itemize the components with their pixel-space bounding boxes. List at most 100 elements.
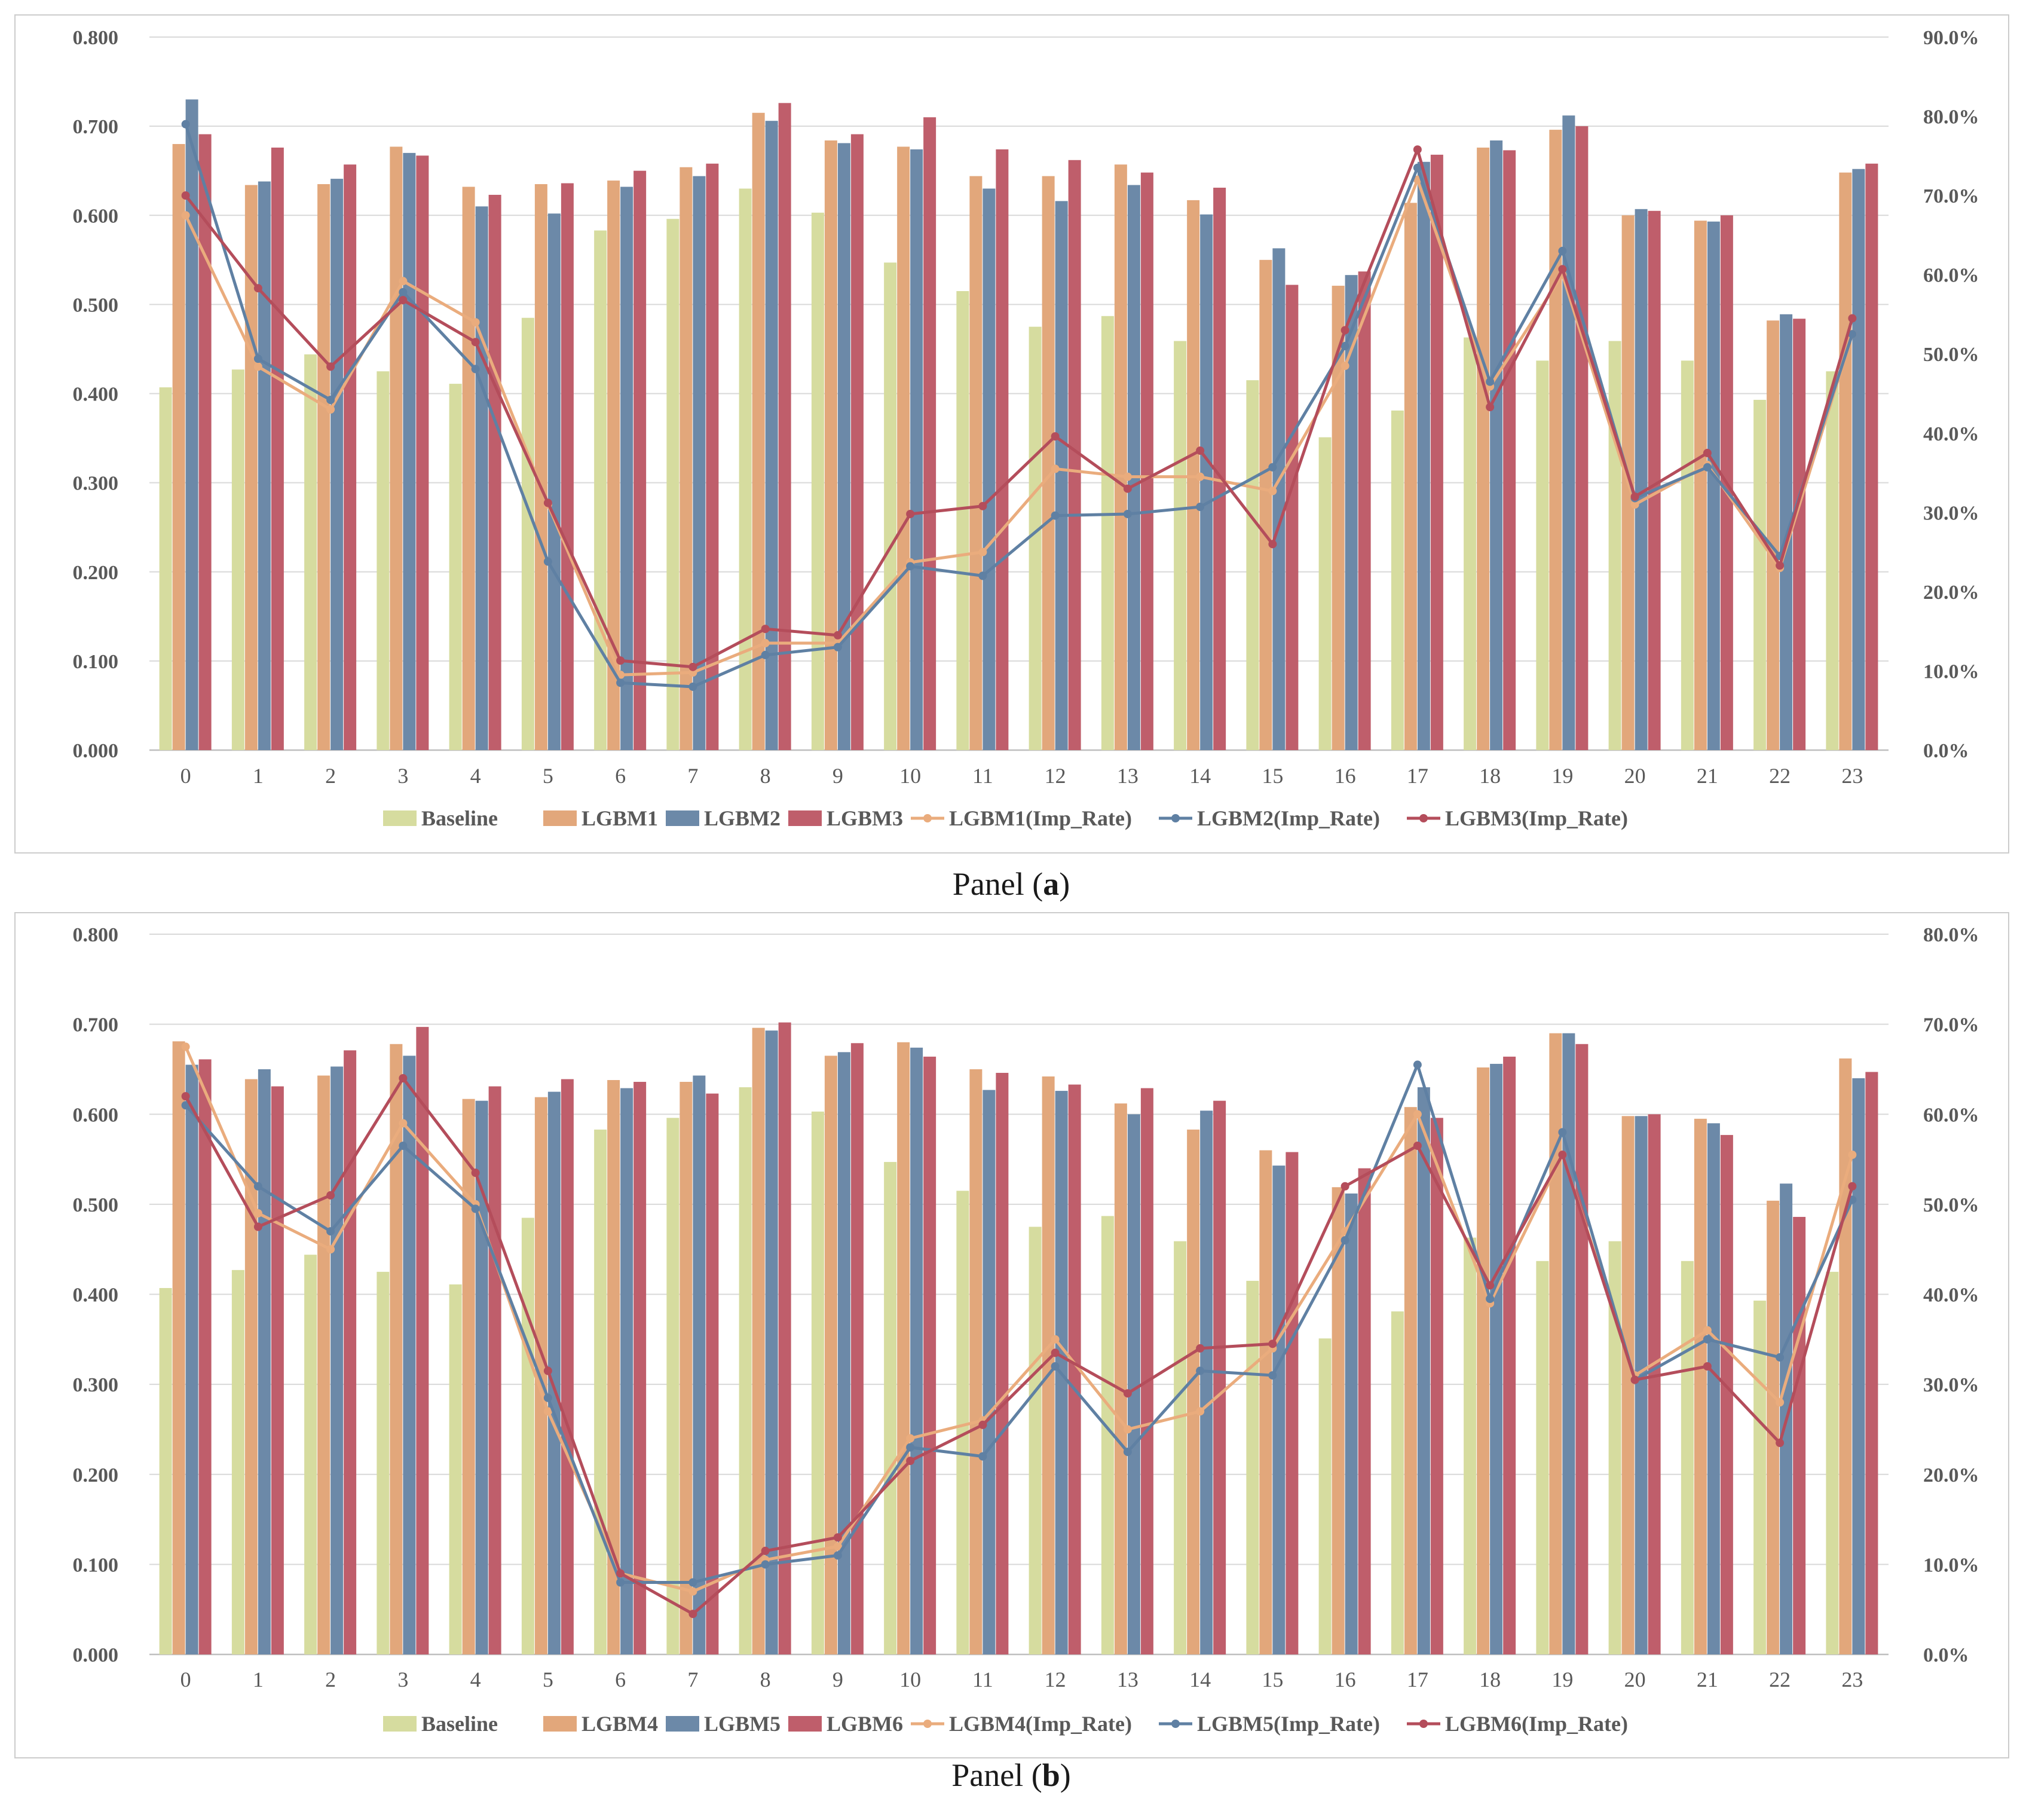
y-right-tick-label: 20.0%: [1923, 582, 1979, 604]
point-lgbm6imp_rate-12: [1051, 1348, 1060, 1357]
bar-lgbm3-9: [850, 134, 864, 750]
point-lgbm6imp_rate-4: [471, 1169, 480, 1177]
bar-lgbm5-3: [403, 1056, 416, 1654]
bar-baseline-19: [1536, 1261, 1549, 1654]
legend-item: LGBM1: [543, 806, 658, 830]
bar-lgbm6-7: [706, 1093, 719, 1654]
point-lgbm3imp_rate-23: [1848, 314, 1857, 323]
point-lgbm3imp_rate-6: [616, 656, 625, 665]
bar-lgbm6-18: [1503, 1056, 1516, 1654]
bar-lgbm5-4: [475, 1100, 488, 1654]
point-lgbm6imp_rate-23: [1848, 1182, 1857, 1191]
point-lgbm6imp_rate-10: [906, 1457, 915, 1466]
bar-lgbm3-0: [198, 134, 212, 750]
bar-lgbm3-6: [633, 170, 647, 750]
point-lgbm5imp_rate-12: [1051, 1362, 1060, 1371]
point-lgbm4imp_rate-0: [181, 1042, 190, 1051]
bar-baseline-2: [304, 354, 317, 750]
bar-baseline-17: [1391, 1311, 1404, 1654]
bar-baseline-7: [666, 1118, 680, 1654]
x-tick-label: 20: [1624, 764, 1646, 788]
point-lgbm1imp_rate-20: [1630, 500, 1639, 509]
legend-swatch: [543, 1716, 577, 1732]
x-tick-label: 8: [760, 764, 771, 788]
y-left-tick-label: 0.800: [73, 27, 119, 49]
point-lgbm4imp_rate-13: [1123, 1425, 1132, 1434]
bar-baseline-8: [739, 1087, 752, 1654]
y-right-tick-label: 60.0%: [1923, 1104, 1979, 1126]
bar-lgbm6-11: [996, 1072, 1009, 1654]
point-lgbm3imp_rate-15: [1268, 540, 1277, 549]
bar-lgbm6-0: [198, 1059, 212, 1654]
bar-lgbm5-19: [1562, 1033, 1575, 1654]
bar-lgbm2-1: [258, 181, 271, 750]
bar-lgbm6-14: [1213, 1100, 1226, 1654]
bar-lgbm4-16: [1332, 1187, 1345, 1654]
legend-label: LGBM5: [704, 1712, 781, 1736]
bar-lgbm6-2: [344, 1050, 357, 1654]
point-lgbm2imp_rate-16: [1340, 341, 1349, 350]
point-lgbm5imp_rate-0: [181, 1101, 190, 1110]
x-tick-label: 9: [833, 764, 843, 788]
bar-lgbm6-20: [1648, 1114, 1661, 1654]
y-left-tick-label: 0.300: [73, 473, 119, 495]
legend-item: LGBM6(Imp_Rate): [1407, 1712, 1628, 1736]
x-tick-label: 14: [1189, 1668, 1211, 1691]
bar-lgbm3-1: [271, 147, 284, 751]
bar-baseline-2: [304, 1255, 317, 1654]
x-tick-label: 16: [1335, 1668, 1356, 1691]
point-lgbm2imp_rate-23: [1848, 330, 1857, 339]
x-tick-label: 20: [1624, 1668, 1646, 1691]
x-tick-label: 15: [1262, 1668, 1283, 1691]
bar-lgbm3-14: [1213, 188, 1226, 750]
bar-lgbm3-19: [1575, 126, 1589, 750]
bar-lgbm6-23: [1865, 1072, 1878, 1654]
legend-item: LGBM5(Imp_Rate): [1159, 1712, 1380, 1736]
x-tick-label: 13: [1117, 1668, 1138, 1691]
bar-baseline-12: [1029, 1226, 1042, 1654]
point-lgbm6imp_rate-14: [1196, 1344, 1205, 1353]
bar-baseline-10: [884, 1162, 897, 1654]
bar-lgbm2-19: [1562, 115, 1575, 751]
bar-lgbm5-8: [765, 1030, 778, 1654]
bar-baseline-14: [1174, 1241, 1187, 1654]
bar-lgbm3-11: [996, 149, 1009, 750]
bar-baseline-3: [377, 1271, 390, 1654]
point-lgbm2imp_rate-11: [978, 571, 987, 580]
x-tick-label: 17: [1407, 764, 1428, 788]
bar-lgbm2-23: [1852, 169, 1865, 751]
point-lgbm3imp_rate-20: [1630, 492, 1639, 501]
x-tick-label: 3: [397, 764, 408, 788]
point-lgbm2imp_rate-10: [906, 562, 915, 571]
bar-lgbm3-4: [488, 194, 501, 750]
y-right-tick-label: 10.0%: [1923, 660, 1979, 683]
bar-lgbm4-23: [1839, 1058, 1852, 1654]
bar-lgbm1-23: [1839, 172, 1852, 750]
bar-baseline-18: [1464, 1237, 1477, 1654]
bar-lgbm1-9: [824, 140, 837, 751]
point-lgbm5imp_rate-18: [1486, 1295, 1495, 1304]
legend-label: LGBM3: [827, 806, 903, 830]
y-left-tick-label: 0.600: [73, 1104, 119, 1126]
point-lgbm3imp_rate-1: [253, 284, 262, 293]
y-right-tick-label: 90.0%: [1923, 27, 1979, 49]
bar-lgbm2-0: [185, 99, 198, 751]
point-lgbm1imp_rate-0: [181, 211, 190, 220]
panel-caption: Panel (a): [953, 866, 1070, 902]
bar-baseline-0: [159, 387, 172, 750]
legend-item: LGBM1(Imp_Rate): [911, 806, 1132, 830]
bar-baseline-10: [884, 262, 897, 750]
point-lgbm3imp_rate-12: [1051, 432, 1060, 441]
point-lgbm6imp_rate-8: [761, 1546, 770, 1555]
point-lgbm3imp_rate-2: [326, 362, 335, 371]
x-tick-label: 10: [899, 764, 921, 788]
x-tick-label: 10: [899, 1668, 921, 1691]
point-lgbm4imp_rate-22: [1776, 1398, 1785, 1407]
legend-item: LGBM6: [788, 1712, 903, 1736]
x-tick-label: 6: [615, 764, 626, 788]
point-lgbm5imp_rate-15: [1268, 1371, 1277, 1380]
bar-lgbm2-13: [1127, 185, 1140, 750]
legend-label: LGBM1(Imp_Rate): [949, 806, 1132, 830]
point-lgbm5imp_rate-17: [1413, 1060, 1422, 1069]
x-tick-label: 11: [972, 764, 993, 788]
